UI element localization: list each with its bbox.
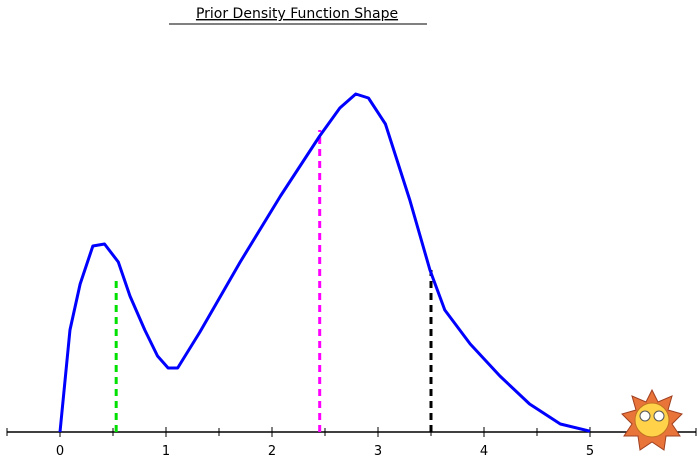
x-tick-label: 0 (56, 444, 64, 459)
status-icon (621, 388, 683, 451)
x-tick-label: 5 (586, 444, 594, 459)
icon-face (634, 402, 670, 438)
x-tick-label: 2 (268, 444, 276, 459)
x-tick-label: 4 (480, 444, 488, 459)
density-line (58, 92, 591, 433)
chart-title: Prior Density Function Shape (196, 6, 398, 22)
icon-eye (653, 410, 665, 422)
x-tick-label: 1 (162, 444, 170, 459)
icon-eye (639, 410, 651, 422)
x-tick-label: 3 (374, 444, 382, 459)
